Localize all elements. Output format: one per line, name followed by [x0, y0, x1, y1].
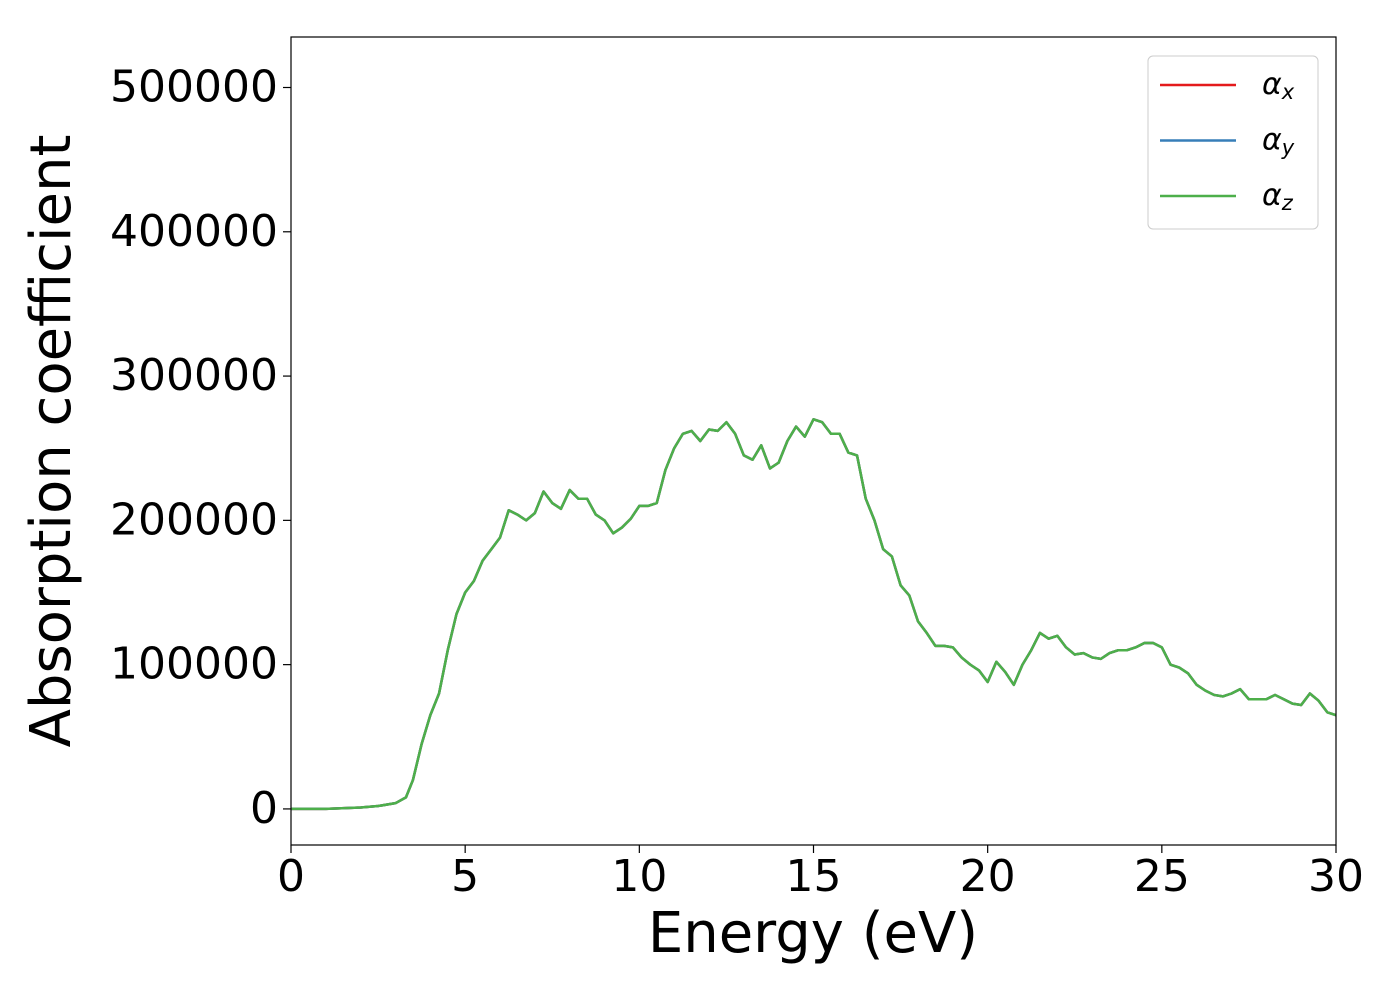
x-tick-label: 15 [786, 851, 842, 902]
x-tick-label: 5 [451, 851, 479, 902]
data-line [291, 418, 1336, 811]
x-tick-label: 30 [1308, 851, 1364, 902]
legend-box [1147, 55, 1319, 230]
y-tick-label: 100000 [110, 639, 278, 690]
data-line [291, 418, 1336, 811]
y-tick-label: 400000 [110, 206, 278, 257]
data-line [291, 418, 1336, 811]
y-tick-label: 300000 [110, 350, 278, 401]
legend-label: αx [1262, 67, 1295, 105]
y-tick-label: 0 [250, 783, 278, 834]
legend-label: αy [1262, 122, 1295, 160]
x-tick-label: 25 [1134, 851, 1190, 902]
y-tick-label: 500000 [110, 62, 278, 113]
x-tick-label: 20 [960, 851, 1016, 902]
y-axis-label: Absorption coefficient [19, 135, 84, 748]
legend-label: αz [1262, 178, 1294, 216]
x-tick-label: 0 [277, 851, 305, 902]
x-tick-label: 10 [611, 851, 667, 902]
y-tick-label: 200000 [110, 494, 278, 545]
plot-frame [290, 36, 1337, 846]
x-axis-label: Energy (eV) [648, 901, 978, 966]
